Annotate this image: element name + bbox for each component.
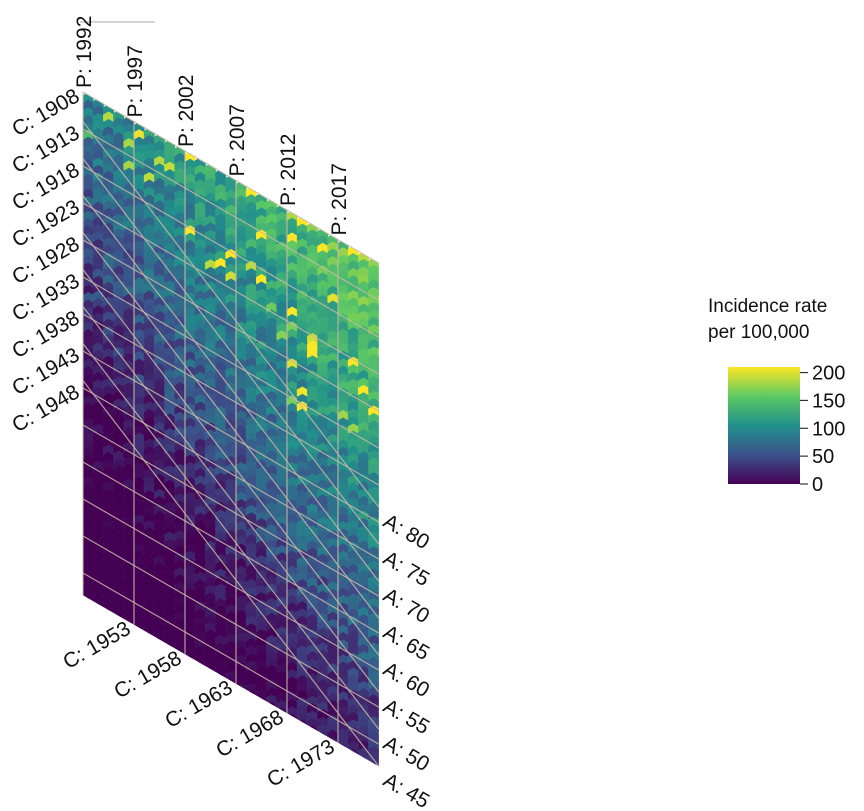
age-grid-line xyxy=(82,121,380,508)
hex-cell xyxy=(378,374,379,388)
period-tick-label: P: 2017 xyxy=(328,163,351,235)
hex-cell xyxy=(378,537,379,550)
age-grid-line xyxy=(82,269,380,656)
age-axis-labels: A: 45A: 50A: 55A: 60A: 65A: 70A: 75A: 80 xyxy=(379,510,433,811)
age-grid-line xyxy=(82,195,380,582)
age-grid-line xyxy=(82,380,380,767)
age-tick-label: A: 45 xyxy=(379,769,433,811)
age-grid-line xyxy=(82,306,380,693)
hex-cell xyxy=(378,404,379,417)
hex-cell xyxy=(378,396,379,410)
age-tick-label: A: 60 xyxy=(379,658,433,702)
age-grid-line xyxy=(82,232,380,619)
period-tick-label: P: 1992 xyxy=(73,16,96,88)
age-tick-label: A: 70 xyxy=(379,584,433,628)
hex-cell xyxy=(378,759,379,767)
hex-cell xyxy=(378,485,379,499)
hex-cell xyxy=(378,263,379,277)
hex-cell xyxy=(378,322,379,336)
legend-title-line-2: per 100,000 xyxy=(708,322,809,343)
cohort-tick-label: C: 1953 xyxy=(59,617,134,674)
cohort-tick-label: C: 1958 xyxy=(110,647,185,704)
hex-cell xyxy=(378,270,379,284)
hex-cell xyxy=(378,441,379,454)
period-tick-label: P: 2007 xyxy=(226,104,249,176)
hex-cell xyxy=(378,426,379,439)
hex-cell xyxy=(378,611,379,624)
cohort-grid-line xyxy=(82,202,380,375)
hex-cell xyxy=(378,455,379,469)
cohort-grid-line xyxy=(82,128,380,301)
hex-cell xyxy=(378,722,379,735)
colorbar xyxy=(728,367,800,484)
hex-cell xyxy=(378,367,379,380)
hex-cell xyxy=(378,285,379,299)
hex-cell xyxy=(378,293,379,306)
legend: Incidence rate per 100,000 0 50 100 150 200 xyxy=(708,296,845,496)
period-axis-labels: P: 1992 P: 1997 P: 2002 P: 2007 P: 2012 P: 20… xyxy=(73,16,351,236)
cohort-grid-line xyxy=(82,350,380,523)
period-tick-label: P: 2012 xyxy=(277,134,300,206)
cohort-tick-label: C: 1963 xyxy=(161,676,236,733)
hex-cell xyxy=(378,500,379,513)
age-tick-label: A: 65 xyxy=(379,621,433,665)
age-grid-line xyxy=(82,343,380,730)
cohort-grid-line xyxy=(82,461,380,634)
hex-cell xyxy=(378,411,379,425)
legend-title-line-1: Incidence rate xyxy=(708,296,827,317)
cohort-tick-label: C: 1973 xyxy=(263,735,338,792)
period-tick-label: P: 1997 xyxy=(124,45,147,117)
hex-cell xyxy=(378,478,379,491)
age-tick-label: A: 75 xyxy=(379,547,433,591)
hex-cell xyxy=(378,492,379,506)
age-tick-label: A: 50 xyxy=(379,732,433,776)
legend-tick-label: 200 xyxy=(812,363,845,385)
age-tick-label: A: 55 xyxy=(379,695,433,739)
cohort-grid-line xyxy=(82,313,380,486)
legend-tick-label: 100 xyxy=(812,418,845,440)
hex-cell xyxy=(378,648,379,661)
legend-tick-label: 150 xyxy=(812,390,845,412)
cohort-grid-line xyxy=(82,239,380,412)
hex-cell xyxy=(378,352,379,365)
hex-cell xyxy=(378,330,379,343)
legend-tick-label: 0 xyxy=(812,474,823,496)
hex-cell xyxy=(378,448,379,462)
period-tick-label: P: 2002 xyxy=(175,75,198,147)
hex-cell xyxy=(378,418,379,432)
hex-cell xyxy=(378,574,379,587)
hex-cell xyxy=(378,463,379,476)
cohort-grid-line xyxy=(82,572,380,745)
cohort-grid-line xyxy=(82,276,380,449)
cohort-grid-line xyxy=(82,387,380,560)
hex-cell xyxy=(378,685,379,698)
hex-cell xyxy=(378,344,379,358)
grid-lines xyxy=(80,21,380,767)
hex-cell xyxy=(378,300,379,314)
hex-cell xyxy=(378,359,379,373)
age-tick-label: A: 80 xyxy=(379,510,433,554)
hex-cell xyxy=(378,433,379,447)
cohort-grid-line xyxy=(82,498,380,671)
cohort-grid-line xyxy=(82,91,380,264)
cohort-grid-line xyxy=(82,535,380,708)
hex-cell xyxy=(378,381,379,395)
legend-ticks: 0 50 100 150 200 xyxy=(800,363,845,496)
cohort-grid-line xyxy=(82,165,380,338)
hex-cell xyxy=(378,315,379,328)
hex-cell xyxy=(378,278,379,291)
hex-cell xyxy=(378,307,379,321)
cohort-grid-line xyxy=(82,424,380,597)
hex-cell xyxy=(378,337,379,351)
hex-cells xyxy=(83,92,379,767)
cohort-tick-label: C: 1968 xyxy=(212,706,287,763)
hex-cell xyxy=(378,389,379,402)
age-grid-line xyxy=(82,158,380,545)
hex-cell xyxy=(378,470,379,484)
legend-tick-label: 50 xyxy=(812,446,834,468)
